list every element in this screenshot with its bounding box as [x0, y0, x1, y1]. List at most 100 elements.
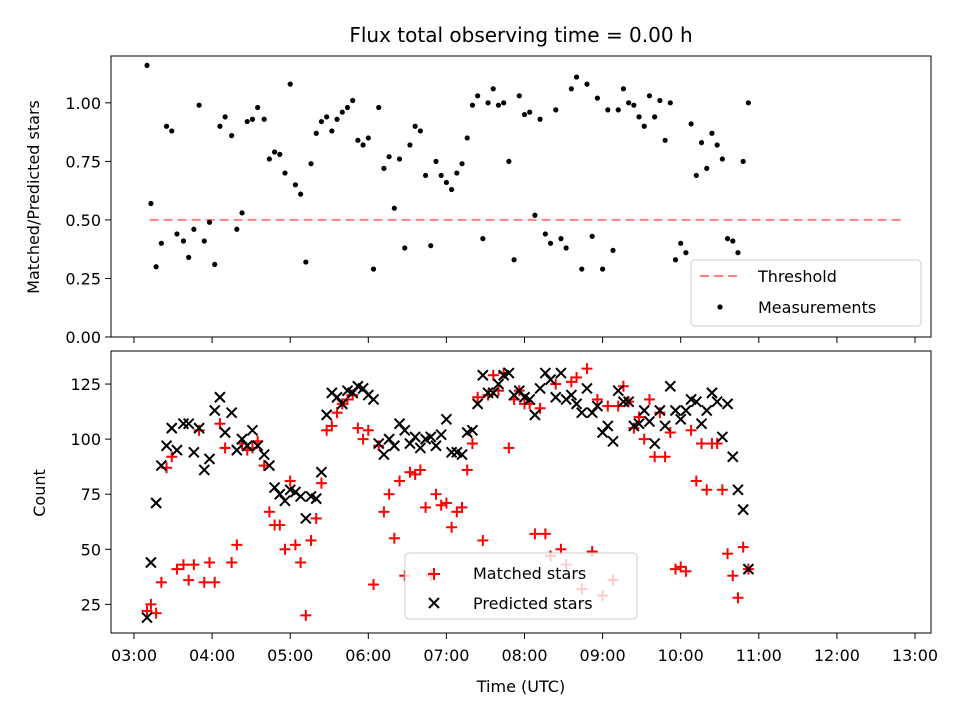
predicted-star-point — [570, 398, 583, 410]
count-x-tick-label: 03:00 — [111, 646, 157, 665]
predicted-star-point — [208, 404, 221, 417]
predicted-star-point — [482, 387, 494, 399]
predicted-star-point — [617, 395, 630, 408]
matched-star-point — [435, 499, 447, 511]
measurement-point — [641, 123, 647, 129]
matched-star-point — [414, 464, 426, 476]
predicted-star-point — [477, 369, 489, 381]
count-x-tick-label: 12:00 — [814, 646, 860, 665]
predicted-legend-swatch — [428, 597, 440, 609]
measurement-point — [735, 250, 741, 256]
count-x-tick-label: 13:00 — [892, 646, 938, 665]
predicted-star-point — [214, 391, 226, 403]
measurement-point — [148, 200, 154, 207]
measurement-point — [266, 156, 272, 162]
measurement-point — [396, 156, 403, 162]
measurement-point — [196, 102, 202, 108]
matched-star-point — [711, 438, 723, 450]
predicted-star-point — [445, 446, 458, 459]
count-y-tick-label: 125 — [70, 375, 101, 394]
predicted-star-point — [310, 492, 322, 505]
predicted-stars-points — [141, 367, 755, 624]
predicted-star-point — [471, 398, 484, 410]
measurement-point — [350, 97, 356, 104]
predicted-star-point — [711, 395, 723, 408]
measurement-point — [667, 100, 673, 106]
predicted-star-point — [409, 431, 421, 443]
measurement-point — [683, 250, 689, 256]
count-legend-box — [404, 552, 638, 620]
predicted-star-point — [231, 444, 243, 456]
ratio-x-ticks — [133, 337, 916, 343]
measurement-point — [318, 118, 325, 125]
measurement-point — [386, 154, 392, 160]
predicted-star-point — [435, 429, 447, 441]
matched-star-point — [727, 570, 739, 582]
matched-star-point — [581, 363, 593, 375]
measurement-point — [417, 128, 423, 134]
matched-star-point — [279, 543, 291, 555]
measurement-point — [745, 100, 751, 106]
matched-star-point — [664, 427, 676, 439]
measurement-point — [657, 97, 663, 104]
matched-star-point — [177, 559, 189, 571]
matched-star-point — [300, 609, 312, 621]
predicted-star-point — [177, 417, 190, 430]
ratio-y-tick-label: 0.00 — [65, 328, 101, 347]
predicted-star-point — [466, 424, 479, 437]
predicted-star-point — [633, 417, 645, 430]
matched-star-point — [680, 565, 692, 577]
measurement-point — [169, 128, 175, 134]
ratio-y-ticks: 0.00 0.25 0.50 0.75 1.00 — [65, 94, 111, 347]
measurement-point — [719, 156, 725, 162]
matched-star-point — [383, 488, 395, 500]
matched-star-point — [368, 579, 380, 591]
measurement-point — [212, 261, 218, 268]
predicted-star-point — [659, 420, 671, 432]
ratio-axes-frame — [110, 55, 932, 338]
measurements-legend-swatch — [717, 304, 723, 310]
predicted-star-point — [706, 387, 718, 399]
measurement-point — [527, 109, 533, 115]
measurement-point — [222, 114, 228, 120]
count-y-ticks: 25 50 75 100 125 — [70, 375, 111, 614]
matched-star-point — [315, 477, 327, 489]
predicted-star-point — [155, 459, 168, 472]
measurement-point — [490, 86, 496, 92]
predicted-star-point — [565, 389, 578, 401]
measurement-point — [370, 266, 377, 272]
measurement-point — [282, 170, 288, 176]
predicted-star-point — [701, 404, 713, 417]
count-x-tick-label: 11:00 — [736, 646, 782, 665]
measurement-point — [428, 243, 434, 249]
measurement-point — [652, 114, 658, 120]
matched-star-point — [477, 534, 489, 546]
measurement-point — [620, 86, 627, 92]
matched-star-point — [461, 464, 473, 476]
measurement-point — [412, 123, 418, 129]
measurement-point — [714, 142, 720, 148]
measurement-point — [693, 172, 699, 179]
measurement-point — [381, 165, 387, 171]
measurement-point — [391, 205, 397, 211]
predicted-star-point — [674, 413, 687, 426]
matched-star-point — [203, 557, 215, 568]
matched-star-point — [258, 460, 270, 472]
matched-star-point — [326, 420, 338, 432]
predicted-star-point — [430, 440, 442, 452]
matched-star-point — [404, 466, 416, 478]
matched-star-point — [188, 559, 200, 571]
measurement-point — [563, 245, 569, 251]
measurement-point — [704, 165, 710, 171]
predicted-star-point — [373, 437, 385, 450]
ratio-points — [144, 62, 751, 272]
matched-star-point — [155, 576, 167, 588]
measurement-point — [636, 114, 642, 120]
measurement-point — [573, 74, 580, 80]
measurement-point — [292, 182, 299, 188]
measurement-point — [501, 100, 507, 106]
matched-star-point — [198, 576, 210, 588]
matched-star-point — [571, 371, 583, 383]
measurement-point — [537, 116, 543, 122]
measurement-point — [516, 93, 522, 99]
